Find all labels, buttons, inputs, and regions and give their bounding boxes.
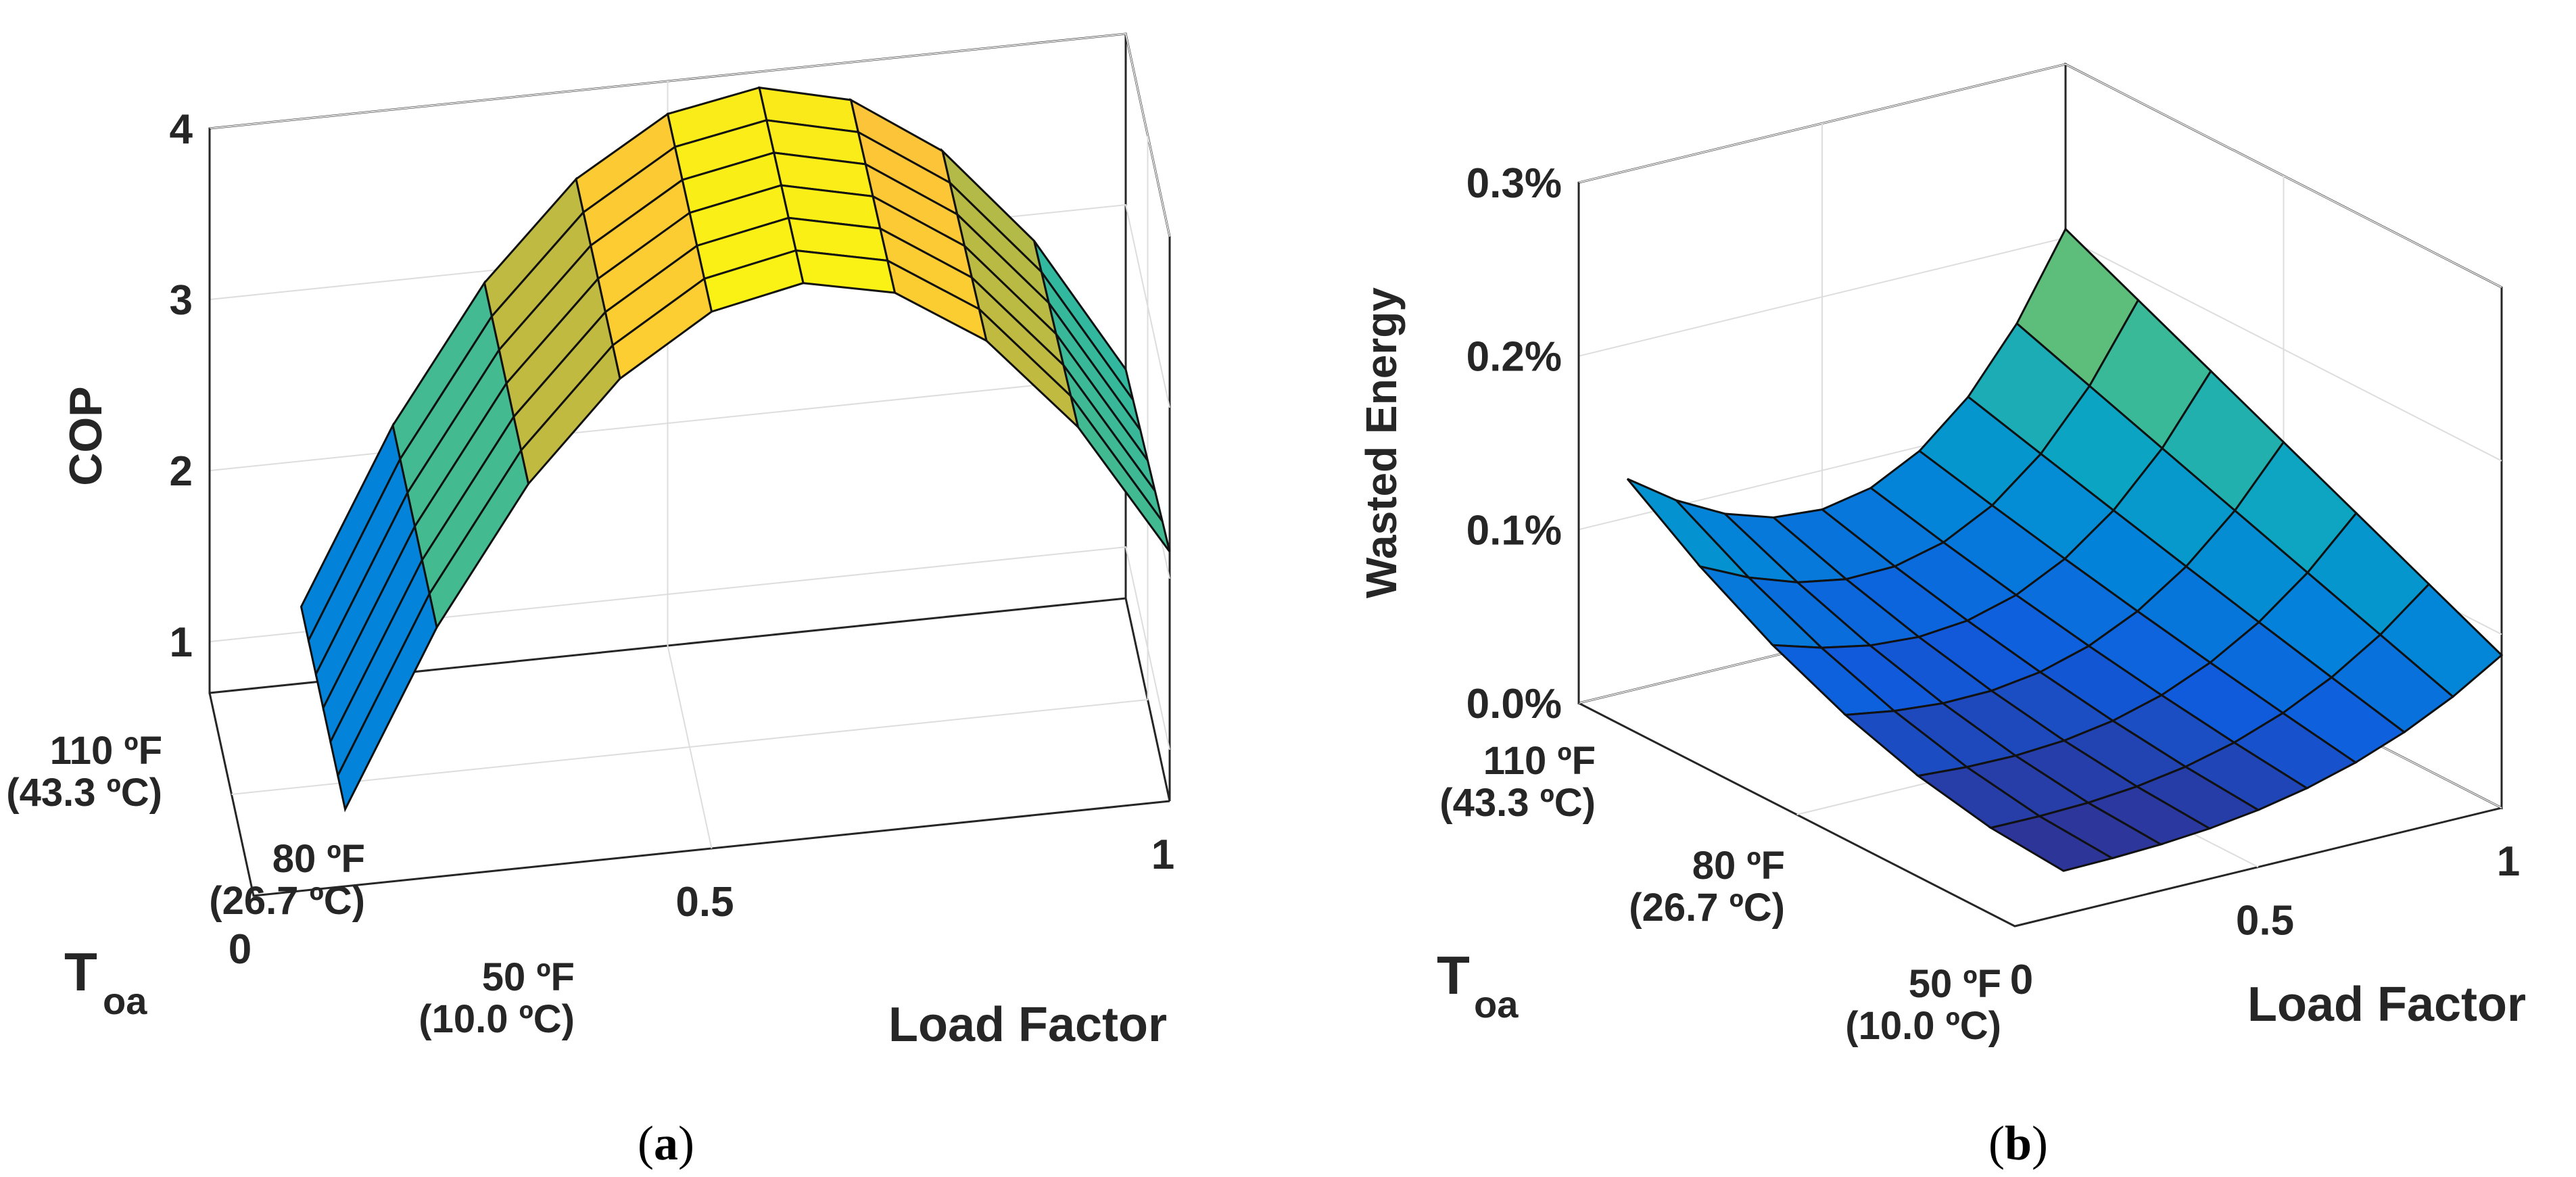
x-tick-label: 1 <box>2497 838 2520 885</box>
y-tick-sublabel: (10.0 ºC) <box>419 997 575 1041</box>
y-tick-label: 80 ºF <box>1692 844 1785 888</box>
y-tick-label: 110 ºF <box>1483 739 1596 783</box>
y-axis-label: T <box>64 942 97 1002</box>
y-axis-label: T <box>1437 945 1470 1005</box>
z-tick-label: 3 <box>170 277 193 324</box>
y-tick-sublabel: (43.3 ºC) <box>6 771 162 815</box>
y-tick-label: 50 ºF <box>1909 962 2001 1006</box>
x-tick-label: 0 <box>2010 957 2033 1003</box>
floor-edge-b <box>1578 702 2502 928</box>
x-axis-label: Load Factor <box>888 998 1167 1052</box>
x-tick-label: 0 <box>229 926 252 973</box>
y-tick-sublabel: (26.7 ºC) <box>1629 886 1785 930</box>
y-tick-label: 50 ºF <box>482 955 575 999</box>
gridline-y <box>231 135 1149 795</box>
x-tick-label: 1 <box>1151 832 1174 878</box>
surface-patch <box>337 590 438 813</box>
caption-b: (b) <box>1988 1116 2048 1170</box>
y-tick-label: 80 ºF <box>272 837 365 881</box>
caption-a: (a) <box>638 1116 694 1170</box>
y-tick-sublabel: (26.7 ºC) <box>209 879 365 923</box>
z-tick-label: 0.3% <box>1466 160 1562 207</box>
y-axis-label-sub: oa <box>1474 983 1519 1026</box>
floor-edge-a <box>208 692 1170 897</box>
z-tick-label: 2 <box>170 448 193 495</box>
z-tick-label: 1 <box>170 619 193 666</box>
y-tick-label: 110 ºF <box>50 729 162 773</box>
y-tick-sublabel: (43.3 ºC) <box>1439 781 1596 825</box>
z-axis-label: COP <box>60 386 112 485</box>
gridline-z <box>209 546 1170 750</box>
z-tick-label: 0.1% <box>1466 507 1562 554</box>
z-tick-label: 0.2% <box>1466 334 1562 381</box>
z-axis-label: Wasted Energy <box>1357 287 1406 598</box>
z-tick-label: 0.0% <box>1466 681 1562 727</box>
gridline-z <box>209 32 1170 237</box>
z-tick-label: 4 <box>170 106 193 153</box>
chart-b: 0.0% 0.1% 0.2% 0.3% 0 0.5 1 50 ºF(10.0 ºC) 80 ºF… <box>1357 62 2526 1048</box>
surface-patch <box>1988 815 2115 872</box>
x-tick-label: 0.5 <box>2236 898 2294 944</box>
gridline-z <box>1578 63 2502 288</box>
y-tick-sublabel: (10.0 ºC) <box>1845 1004 2001 1048</box>
x-axis-label: Load Factor <box>2247 978 2526 1032</box>
x-tick-label: 0.5 <box>675 879 734 926</box>
y-axis-label-sub: oa <box>103 980 147 1022</box>
chart-a: 1 2 3 4 0 0.5 1 50 ºF(10.0 ºC) 80 ºF(26.7 ºC) 110… <box>6 32 1174 1052</box>
